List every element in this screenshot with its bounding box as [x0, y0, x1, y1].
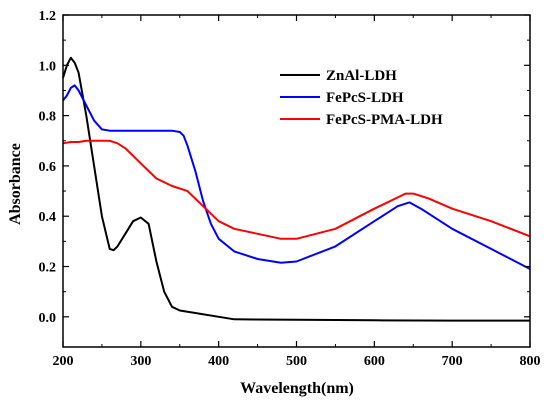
x-tick-label: 200	[53, 354, 74, 369]
legend-label-0: ZnAl-LDH	[326, 68, 397, 84]
x-tick-label: 300	[130, 354, 151, 369]
series-line-0	[62, 56, 530, 322]
plot-area: 200 300 400 500 600 700 800 0.0 0.2 0.4 0.6 0.8 1.0 1…	[39, 9, 541, 369]
x-axis-title: Wavelength(nm)	[240, 380, 354, 397]
x-tick-label: 800	[520, 354, 541, 369]
series-line-1	[62, 84, 531, 270]
x-tick-label: 700	[442, 354, 463, 369]
y-tick-label: 0.4	[39, 210, 57, 225]
y-tick-label: 1.0	[39, 59, 57, 74]
legend-label-2: FePcS-PMA-LDH	[326, 112, 443, 128]
legend-label-1: FePcS-LDH	[326, 90, 404, 106]
y-tick-label: 0.8	[39, 110, 57, 125]
plot-frame	[62, 14, 531, 348]
series-line-2	[62, 139, 531, 240]
x-tick-label: 600	[364, 354, 385, 369]
y-tick-label: 1.2	[39, 9, 57, 24]
y-tick-label: 0.6	[39, 160, 57, 175]
y-tick-label: 0.2	[39, 261, 57, 276]
y-axis-title: Absorbance	[7, 143, 24, 225]
legend: ZnAl-LDH FePcS-LDH FePcS-PMA-LDH	[280, 68, 443, 128]
y-tick-label: 0.0	[39, 311, 57, 326]
x-tick-label: 400	[208, 354, 229, 369]
x-tick-label: 500	[286, 354, 307, 369]
